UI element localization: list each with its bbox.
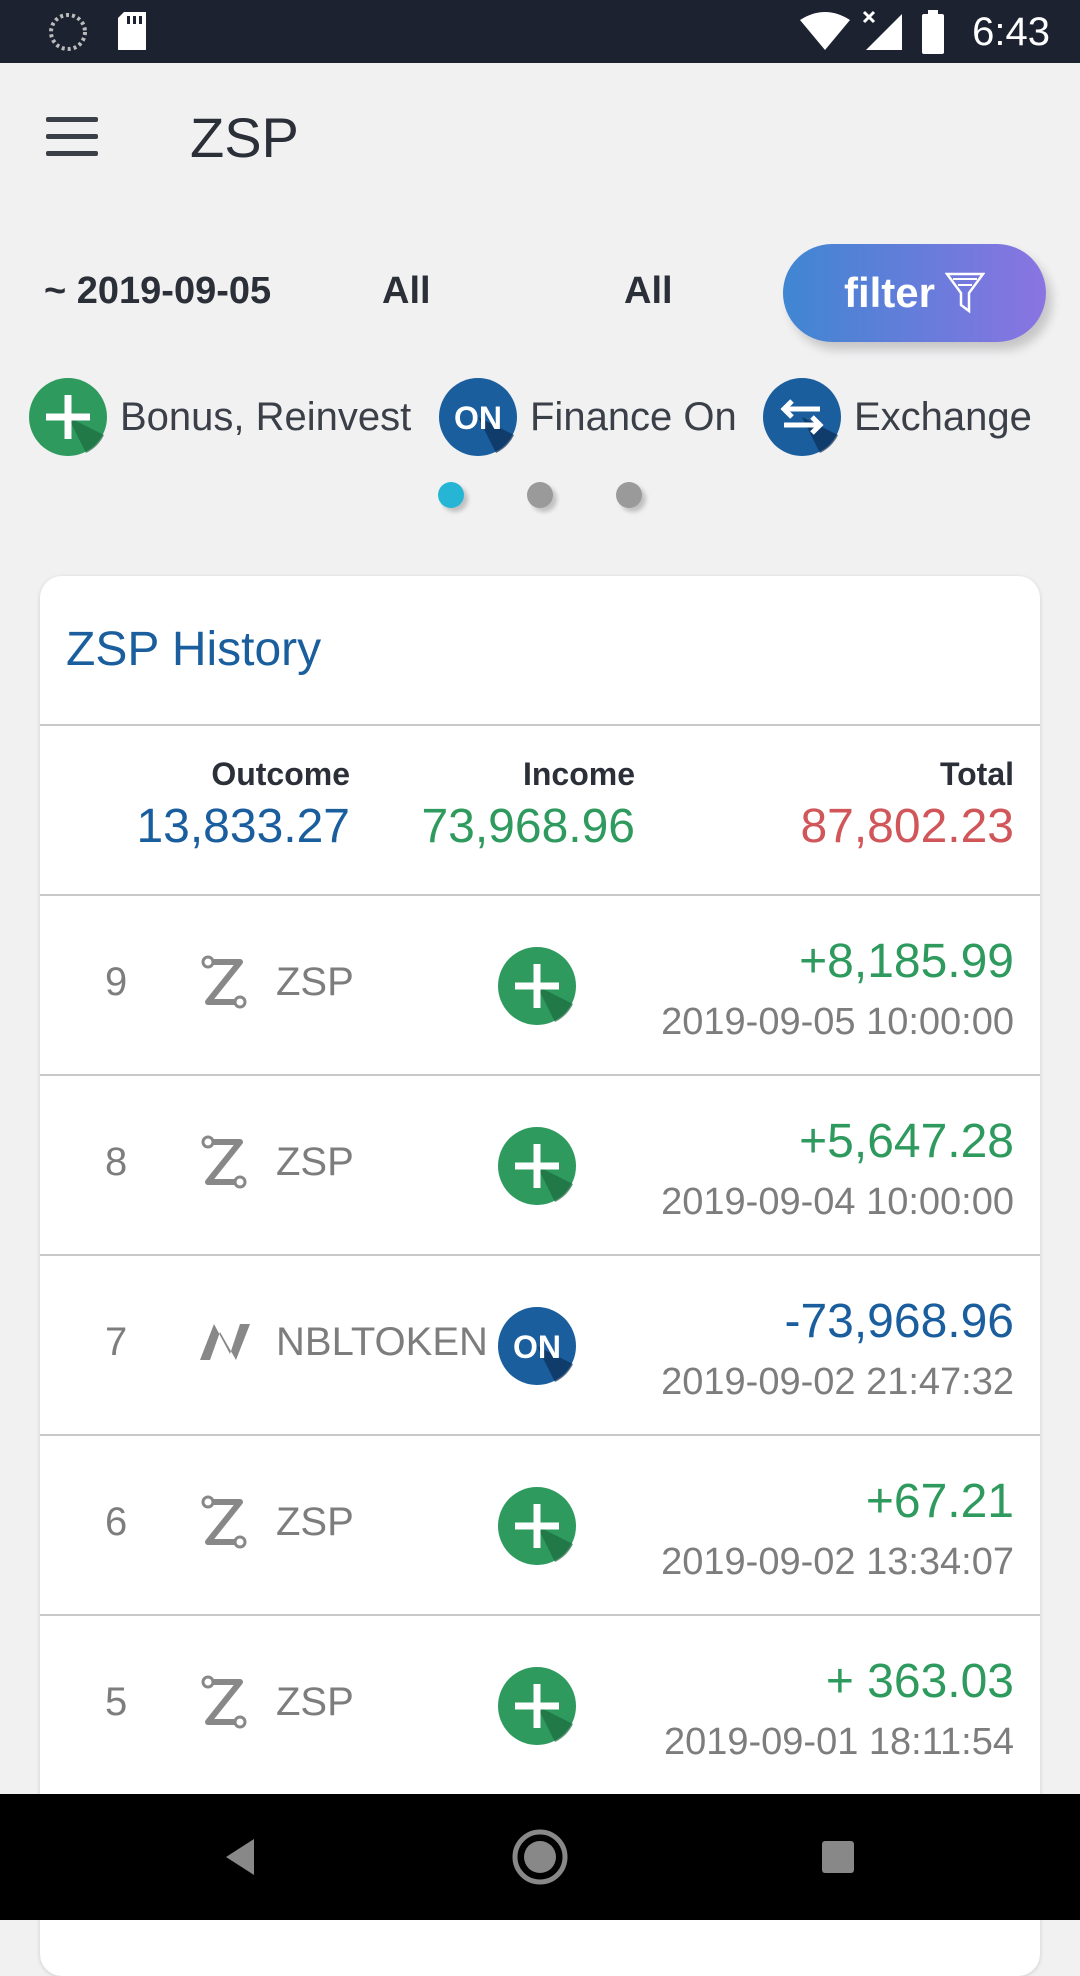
wifi-icon <box>800 12 850 50</box>
row-token: ZSP <box>276 960 354 1004</box>
filter-row: ~ 2019-09-05 All All filter <box>0 240 1080 350</box>
svg-text:ON: ON <box>513 1329 561 1365</box>
category-legend: Bonus, Reinvest ON Finance On Exchange <box>0 376 1080 458</box>
history-row[interactable]: 5 ZSP + 363.03 2019-09-01 18:11:54 <box>40 1616 1040 1796</box>
filter-button[interactable]: filter <box>783 244 1046 342</box>
outcome-summary: Outcome 13,833.27 <box>136 756 350 854</box>
finance-on-icon: ON <box>439 378 517 456</box>
zsp-token-icon <box>201 1675 247 1729</box>
home-button[interactable] <box>500 1794 580 1920</box>
status-bar: 6:43 <box>0 0 1080 63</box>
divider <box>40 1074 1040 1076</box>
row-time: 2019-09-04 10:00:00 <box>661 1181 1014 1223</box>
divider <box>40 1614 1040 1616</box>
plus-icon <box>29 378 107 456</box>
divider <box>40 724 1040 726</box>
outcome-label: Outcome <box>211 756 350 792</box>
row-amount: -73,968.96 <box>784 1295 1014 1348</box>
page-dot-active[interactable] <box>438 482 464 508</box>
page-indicator <box>0 482 1080 512</box>
plus-icon <box>498 1487 576 1565</box>
plus-icon <box>498 1127 576 1205</box>
back-button[interactable] <box>200 1794 280 1920</box>
filter-button-label: filter <box>843 269 935 316</box>
plus-icon <box>498 947 576 1025</box>
row-amount: + 363.03 <box>825 1655 1014 1708</box>
divider <box>40 1434 1040 1436</box>
total-label: Total <box>939 756 1014 792</box>
battery-icon <box>922 10 944 54</box>
app-bar: ZSP <box>0 63 1080 213</box>
funnel-icon <box>945 272 985 314</box>
back-icon <box>226 1839 254 1875</box>
income-summary: Income 73,968.96 <box>421 756 635 854</box>
zsp-token-icon <box>201 955 247 1009</box>
signal-icon <box>862 10 902 50</box>
history-row[interactable]: 8 ZSP +5,647.28 2019-09-04 10:00:00 <box>40 1076 1040 1256</box>
page-dot[interactable] <box>616 482 642 508</box>
chip-label: Finance On <box>530 394 737 439</box>
page-dot[interactable] <box>527 482 553 508</box>
chip-finance-on[interactable]: ON Finance On <box>438 376 737 458</box>
row-amount: +5,647.28 <box>799 1115 1014 1168</box>
chip-exchange[interactable]: Exchange <box>762 376 1032 458</box>
row-token: ZSP <box>276 1140 354 1184</box>
sync-icon <box>49 13 87 51</box>
income-label: Income <box>522 756 635 792</box>
row-number: 5 <box>105 1680 128 1724</box>
nbl-token-icon <box>200 1324 250 1360</box>
row-token: NBLTOKEN <box>276 1320 488 1364</box>
chip-bonus-reinvest[interactable]: Bonus, Reinvest <box>28 376 411 458</box>
history-row[interactable]: 9 ZSP +8,185.99 2019-09-05 10:00:00 <box>40 896 1040 1076</box>
system-nav-bar <box>0 1794 1080 1920</box>
sd-card-icon <box>118 12 146 50</box>
history-row[interactable]: 7 NBLTOKEN ON -73,968.96 2019-09-02 21:4… <box>40 1256 1040 1436</box>
history-card: ZSP History Outcome 13,833.27 Income 73,… <box>40 576 1040 1976</box>
row-time: 2019-09-02 13:34:07 <box>661 1541 1014 1583</box>
divider <box>40 894 1040 896</box>
income-value: 73,968.96 <box>421 800 635 853</box>
row-token: ZSP <box>276 1500 354 1544</box>
row-token: ZSP <box>276 1680 354 1724</box>
menu-icon[interactable] <box>46 117 98 157</box>
type-filter[interactable]: All <box>382 270 431 312</box>
total-value: 87,802.23 <box>800 800 1014 853</box>
category-filter[interactable]: All <box>624 270 673 312</box>
exchange-icon <box>763 378 841 456</box>
row-amount: +8,185.99 <box>799 935 1014 988</box>
row-number: 6 <box>105 1500 128 1544</box>
svg-text:ON: ON <box>454 400 502 436</box>
recents-button[interactable] <box>798 1794 878 1920</box>
clock: 6:43 <box>972 10 1050 54</box>
finance-on-icon: ON <box>498 1307 576 1385</box>
row-time: 2019-09-05 10:00:00 <box>661 1001 1014 1043</box>
recents-icon <box>822 1841 854 1873</box>
history-row[interactable]: 6 ZSP +67.21 2019-09-02 13:34:07 <box>40 1436 1040 1616</box>
plus-icon <box>498 1667 576 1745</box>
row-time: 2019-09-01 18:11:54 <box>663 1721 1014 1763</box>
date-filter[interactable]: ~ 2019-09-05 <box>44 270 272 312</box>
row-number: 8 <box>105 1140 128 1184</box>
row-time: 2019-09-02 21:47:32 <box>661 1361 1014 1403</box>
home-icon <box>512 1829 568 1885</box>
total-summary: Total 87,802.23 <box>800 756 1014 854</box>
outcome-value: 13,833.27 <box>136 800 350 853</box>
zsp-token-icon <box>201 1135 247 1189</box>
zsp-token-icon <box>201 1495 247 1549</box>
divider <box>40 1254 1040 1256</box>
history-title: ZSP History <box>66 623 322 676</box>
chip-label: Exchange <box>854 394 1032 439</box>
chip-label: Bonus, Reinvest <box>120 394 412 439</box>
row-amount: +67.21 <box>865 1475 1014 1528</box>
row-number: 9 <box>105 960 128 1004</box>
row-number: 7 <box>105 1320 128 1364</box>
page-title: ZSP <box>190 106 299 169</box>
